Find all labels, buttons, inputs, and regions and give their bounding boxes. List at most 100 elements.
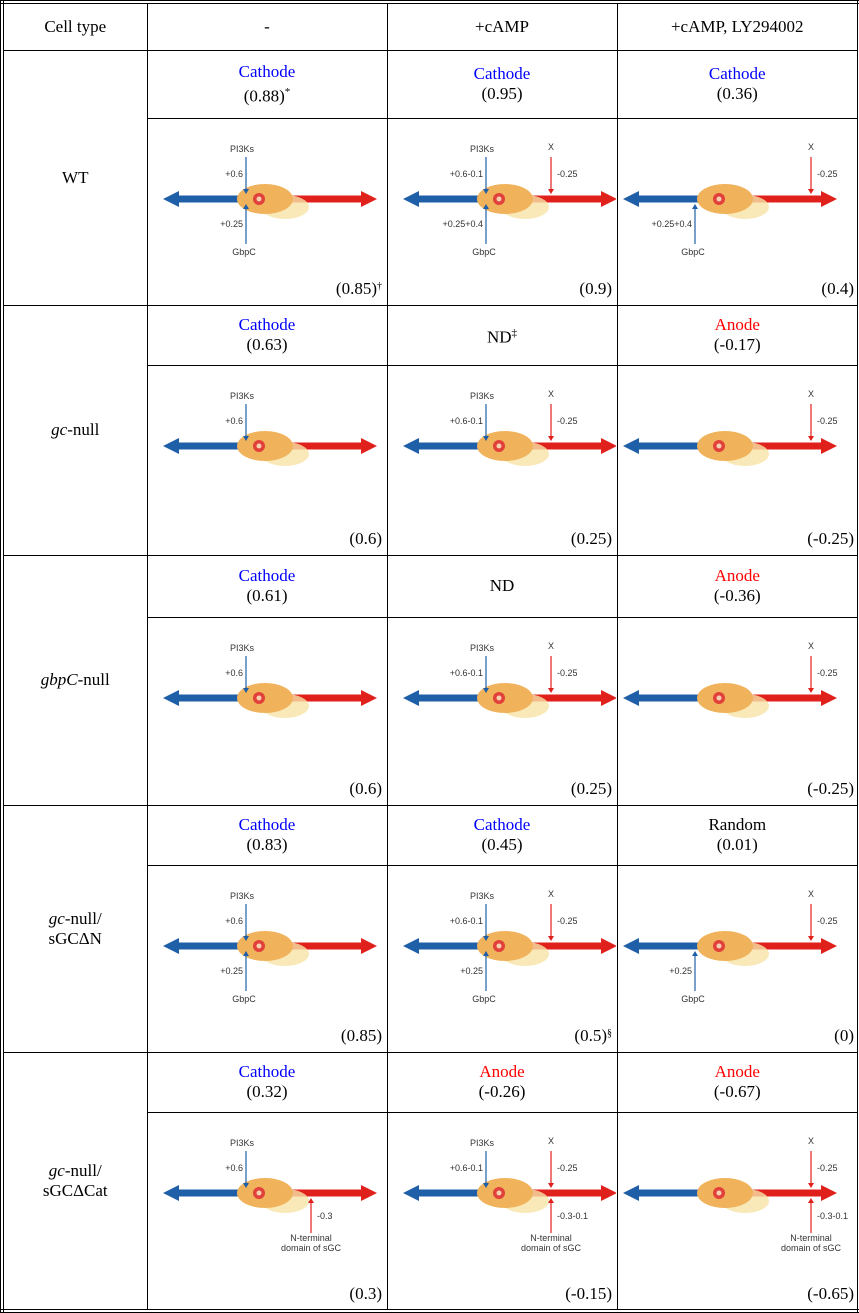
score: (-0.65) (807, 1284, 854, 1303)
diagram: X-0.25(-0.25) (618, 618, 858, 804)
gbpc-value: +0.25+0.4 (442, 219, 483, 229)
direction-text: Cathode (239, 1062, 296, 1081)
score: (0.3) (349, 1284, 382, 1303)
result-cell: Cathode(0.95) (387, 50, 617, 118)
direction: Cathode (618, 64, 858, 84)
score-value: (0.4) (821, 279, 854, 298)
header-cell: Cell type (2, 2, 147, 50)
nterm-label: N-terminal (290, 1233, 332, 1243)
result-cell: Cathode(0.63) (147, 305, 387, 365)
input-head (548, 1183, 554, 1188)
result-value-line: (0.01) (618, 835, 858, 855)
score: (0.5)§ (574, 1026, 612, 1045)
score: (0.9) (579, 279, 612, 298)
diagram-cell: +0.25GbpCX-0.25(0) (617, 865, 859, 1052)
pi3k-value: +0.6-0.1 (449, 668, 482, 678)
score-value: (0.85) (340, 1026, 381, 1045)
blue-arrow-head (623, 690, 639, 706)
nterm-label: domain of sGC (520, 1243, 581, 1253)
result-value-line: (-0.17) (618, 335, 858, 355)
result-value: (0.32) (246, 1082, 287, 1101)
cell-nucleus-core (256, 1190, 261, 1195)
result-cell: Cathode(0.45) (387, 805, 617, 865)
gbpc-label: GbpC (472, 247, 496, 257)
score-mark: † (377, 281, 382, 292)
diagram: +0.25GbpCX-0.25(0) (618, 866, 858, 1051)
score: (0.85)† (335, 279, 381, 298)
input-head (548, 436, 554, 441)
direction: Cathode (388, 64, 617, 84)
pi3k-value: +0.6 (225, 1163, 243, 1173)
x-value: -0.25 (817, 416, 838, 426)
direction-text: Anode (715, 315, 760, 334)
cell-nucleus-core (716, 696, 721, 701)
cell-nucleus-core (256, 197, 261, 202)
score-value: (0.5) (574, 1026, 607, 1045)
blue-arrow-head (163, 938, 179, 954)
direction: Cathode (148, 1062, 387, 1082)
diagram-cell: PI3Ks+0.6+0.25GbpC(0.85) (147, 865, 387, 1052)
x-label: X (547, 641, 553, 651)
diagram: PI3Ks+0.6-0.1X-0.25-0.3-0.1N-terminaldom… (388, 1113, 616, 1309)
input-head (808, 189, 814, 194)
result-mark: * (285, 86, 291, 98)
diagram: PI3Ks+0.6-0.3N-terminaldomain of sGC(0.3… (148, 1113, 386, 1309)
pi3k-value: +0.6 (225, 416, 243, 426)
direction: Anode (388, 1062, 617, 1082)
x-value: -0.25 (557, 169, 578, 179)
blue-arrow-head (163, 690, 179, 706)
nterm-label: N-terminal (790, 1233, 832, 1243)
result-value: (0.95) (481, 84, 522, 103)
result-value: (0.83) (246, 835, 287, 854)
diagram-cell: X-0.25-0.3-0.1N-terminaldomain of sGC(-0… (617, 1112, 859, 1311)
nterm-label: domain of sGC (280, 1243, 341, 1253)
nterm-label: N-terminal (530, 1233, 572, 1243)
red-arrow-head (361, 438, 377, 454)
red-arrow-head (601, 438, 616, 454)
direction: Cathode (388, 815, 617, 835)
diagram-cell: PI3Ks+0.6-0.1+0.25+0.4GbpCX-0.25(0.9) (387, 118, 617, 305)
input-head (808, 1183, 814, 1188)
red-arrow-head (821, 938, 837, 954)
diagram: PI3Ks+0.6-0.1X-0.25(0.25) (388, 366, 616, 554)
cell-type-text: WT (62, 168, 88, 187)
blue-arrow-head (623, 191, 639, 207)
cell-type-text: gc (49, 1161, 65, 1180)
gbpc-value: +0.25 (220, 219, 243, 229)
cell-type: gc-null/sGCΔCat (2, 1052, 147, 1311)
cell-type-text: gc (49, 909, 65, 928)
red-arrow-head (601, 690, 616, 706)
pi3k-label: PI3Ks (469, 144, 494, 154)
blue-arrow-head (403, 438, 419, 454)
result-cell: Anode(-0.26) (387, 1052, 617, 1112)
cell-type-text: -null (67, 420, 99, 439)
pi3k-label: PI3Ks (229, 144, 254, 154)
score-value: (-0.25) (807, 779, 854, 798)
result-cell: Anode(-0.17) (617, 305, 859, 365)
blue-arrow-head (403, 1185, 419, 1201)
blue-arrow-head (163, 191, 179, 207)
x-value: -0.25 (557, 1163, 578, 1173)
score-value: (0.9) (579, 279, 612, 298)
result-cell: Anode(-0.67) (617, 1052, 859, 1112)
score: (0.6) (349, 779, 382, 798)
cell-type-line: gc-null (4, 420, 147, 440)
result-value: (-0.67) (714, 1082, 761, 1101)
x-value: -0.25 (557, 416, 578, 426)
direction: Random (618, 815, 858, 835)
score-value: (-0.15) (565, 1284, 612, 1303)
red-arrow-head (821, 191, 837, 207)
pi3k-label: PI3Ks (469, 643, 494, 653)
cell-nucleus-core (716, 944, 721, 949)
pi3k-value: +0.6 (225, 916, 243, 926)
direction-text: Anode (715, 566, 760, 585)
cell-type-line: WT (4, 168, 147, 188)
diagram-cell: PI3Ks+0.6-0.1X-0.25-0.3-0.1N-terminaldom… (387, 1112, 617, 1311)
gbpc-label: GbpC (681, 994, 705, 1004)
result-value: (-0.36) (714, 586, 761, 605)
input-head (692, 951, 698, 956)
direction: Cathode (148, 566, 387, 586)
